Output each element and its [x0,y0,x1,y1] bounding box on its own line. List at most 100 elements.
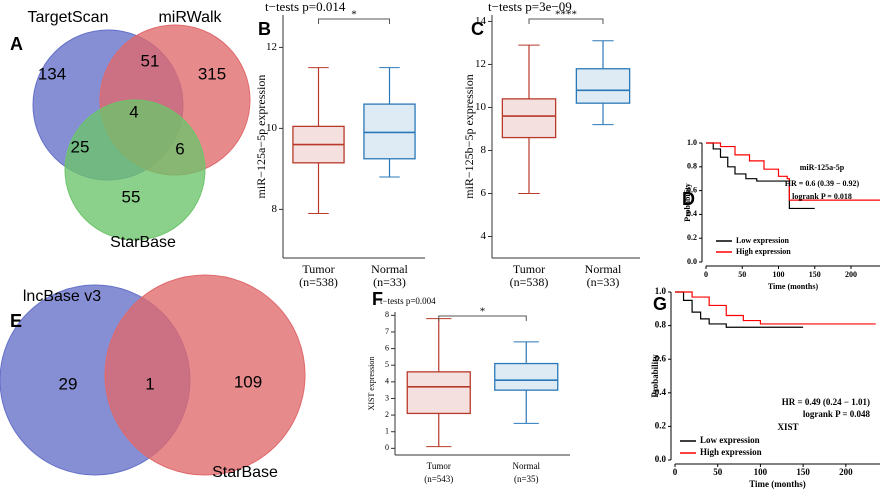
survival-curve [706,142,815,210]
panel-letter: A [10,34,23,54]
x-tick-label: Tumor [427,461,451,471]
annotation: miR-125a-5p [800,163,845,172]
y-tick-label: 0.4 [687,209,697,218]
y-tick-label: 0.6 [687,185,697,194]
significance-bracket [438,315,527,321]
y-tick-label: 12 [266,41,277,53]
y-tick-label: 8 [385,310,389,319]
panel-letter: B [258,19,271,39]
region-count: 6 [175,139,184,158]
x-tick-label: Tumor [513,262,545,276]
panel-letter: E [10,311,22,331]
box [501,98,557,139]
region-count: 134 [38,64,66,83]
y-tick-label: 3 [385,393,389,402]
annotation: logrank P = 0.048 [803,409,871,419]
y-tick-label: 0.6 [655,353,667,363]
y-tick-label: 0.2 [655,420,667,430]
significance-bracket [528,18,604,24]
region-count: 1 [145,374,154,393]
set-label: TargetScan [28,9,109,26]
y-tick-label: 0.8 [655,320,667,330]
legend-label: High expression [700,447,762,457]
n-label: (n=33) [587,275,620,289]
region-count: 109 [234,372,262,391]
y-axis-label: Probability [650,354,660,398]
y-tick-label: 5 [385,360,389,369]
set-label: StarBase [212,464,278,481]
y-axis-label: XIST expression [367,357,376,411]
x-tick-label: 200 [845,270,857,279]
y-tick-label: 0.4 [655,387,667,397]
y-tick-label: 6 [481,187,487,199]
y-axis-label: miR−125b−5p expression [462,74,476,199]
region-count: 51 [141,51,160,70]
n-label: (n=538) [510,275,549,289]
survival-curve [706,142,880,201]
chart-title: t−tests p=0.014 [265,0,346,14]
x-axis-label: Time (months) [768,282,819,291]
annotation: logrank P = 0.018 [792,192,852,201]
panel-letter: F [372,289,383,309]
x-tick-label: 150 [796,467,810,477]
x-tick-label: Normal [371,262,408,276]
y-tick-label: 2 [385,410,389,419]
y-tick-label: 10 [475,101,487,113]
region-count: 29 [59,374,78,393]
y-tick-label: 7 [385,327,389,336]
x-tick-label: 200 [839,467,853,477]
x-tick-label: Normal [513,461,541,471]
y-tick-label: 0.8 [687,162,697,171]
survival-curve [675,291,876,325]
set-label: miRWalk [158,9,222,26]
y-tick-label: 14 [475,15,487,27]
y-tick-label: 6 [385,343,389,352]
legend-label: Low expression [736,236,790,245]
set-label: lncBase v3 [23,288,101,305]
x-tick-label: 100 [754,467,768,477]
box [575,68,631,104]
legend-label: High expression [736,247,791,256]
y-tick-label: 0.0 [655,454,667,464]
n-label: (n=35) [514,474,539,484]
box [406,371,471,415]
region-count: 4 [129,102,138,121]
region-count: 25 [71,137,90,156]
annotation: HR = 0.49 (0.24 − 1.01) [782,397,870,407]
x-tick-label: 50 [713,467,723,477]
y-tick-label: 0 [385,443,389,452]
panel-letter: C [471,19,484,39]
n-label: (n=33) [373,275,406,289]
y-tick-label: 4 [481,230,487,242]
annotation: XIST [777,422,798,432]
significance: * [351,9,357,21]
set-label: StarBase [110,234,176,251]
survival-curve [675,291,804,328]
x-tick-label: 0 [704,270,708,279]
x-tick-label: 0 [673,467,678,477]
y-tick-label: 1.0 [655,286,667,296]
region-count: 315 [198,64,226,83]
x-tick-label: 150 [809,270,821,279]
y-axis-label: miR−125a−5p expression [254,75,268,199]
box [494,362,559,391]
panel-letter: D [682,189,695,209]
n-label: (n=538) [299,275,338,289]
venn-circle [64,99,206,241]
panel-letter: G [653,294,667,314]
y-tick-label: 0.2 [687,233,697,242]
box [363,103,416,160]
venn-circle [104,274,306,476]
y-tick-label: 12 [475,58,486,70]
y-tick-label: 1.0 [687,138,697,147]
x-tick-label: Tumor [302,262,334,276]
y-tick-label: 8 [272,203,278,215]
y-tick-label: 0.0 [687,257,697,266]
x-tick-label: Normal [585,262,622,276]
region-count: 55 [122,187,141,206]
chart-title: t−tests p=0.004 [380,296,436,306]
significance: * [480,306,486,318]
legend-label: Low expression [700,435,760,445]
x-tick-label: 100 [773,270,785,279]
annotation: HR = 0.6 (0.39 − 0.92) [785,179,860,188]
